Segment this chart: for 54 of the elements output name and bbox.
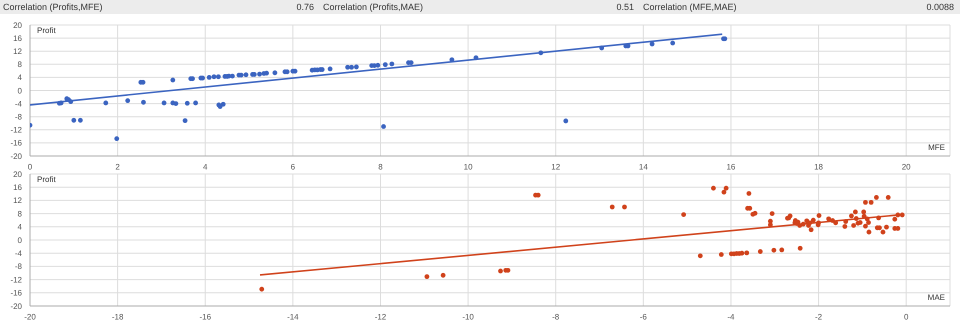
y-tick-label: -12: [10, 126, 23, 135]
y-tick-label: 0: [18, 86, 23, 96]
x-tick-label: -16: [199, 312, 212, 320]
text: Correlation (MFE,MAE): [643, 1, 737, 14]
x-tick-label: 0: [28, 162, 33, 172]
x-tick-label: -20: [24, 312, 36, 320]
y-tick-label: 4: [18, 73, 23, 82]
y-tick-label: 20: [13, 20, 23, 30]
y-tick-label: 12: [13, 196, 23, 206]
text: 0.76: [296, 1, 314, 14]
x-tick-label: -2: [815, 312, 823, 320]
y-tick-label: 8: [18, 60, 23, 70]
y-tick-label: 8: [18, 209, 23, 218]
text: Correlation (Profits,MAE): [323, 1, 424, 14]
y-tick-label: -20: [10, 152, 23, 161]
x-tick-label: -6: [640, 312, 648, 320]
y-axis-title: Profit: [37, 26, 56, 35]
x-tick-label: 0: [904, 312, 909, 320]
x-tick-label: 10: [464, 162, 474, 172]
y-tick-label: -8: [14, 262, 23, 272]
x-tick-label: 8: [378, 162, 384, 172]
y-tick-label: -16: [10, 138, 23, 148]
x-axis-title: MFE: [928, 143, 945, 152]
text: 0.51: [616, 1, 634, 14]
x-tick-label: -8: [552, 312, 560, 320]
y-tick-label: 16: [13, 183, 23, 192]
x-tick-label: 6: [290, 162, 296, 172]
y-tick-label: 12: [13, 47, 23, 56]
y-tick-label: 16: [13, 34, 23, 43]
x-tick-label: 18: [814, 162, 824, 172]
x-tick-label: 16: [726, 162, 736, 172]
y-axis-title: Profit: [37, 175, 56, 184]
x-tick-label: -4: [727, 312, 736, 320]
x-axis-title: MAE: [928, 293, 945, 302]
x-tick-label: -12: [374, 312, 387, 320]
y-tick-label: -20: [10, 302, 23, 311]
y-tick-label: 4: [18, 222, 23, 232]
y-tick-label: -12: [10, 275, 23, 284]
y-tick-label: -16: [10, 288, 23, 298]
text: Correlation (Profits,MFE): [3, 1, 103, 14]
x-tick-label: 4: [203, 162, 208, 172]
x-tick-label: -14: [287, 312, 300, 320]
text: 0.0088: [926, 1, 954, 14]
x-tick-label: 20: [902, 162, 912, 172]
x-tick-label: 12: [551, 162, 561, 172]
x-tick-label: 14: [638, 162, 648, 172]
y-tick-label: 20: [13, 170, 23, 179]
y-tick-label: -8: [14, 112, 23, 122]
x-tick-label: -18: [112, 312, 124, 320]
x-tick-label: 2: [115, 162, 120, 172]
x-tick-label: -10: [462, 312, 474, 320]
y-tick-label: -4: [14, 99, 23, 108]
y-tick-label: -4: [14, 249, 23, 258]
y-tick-label: 0: [18, 236, 23, 245]
